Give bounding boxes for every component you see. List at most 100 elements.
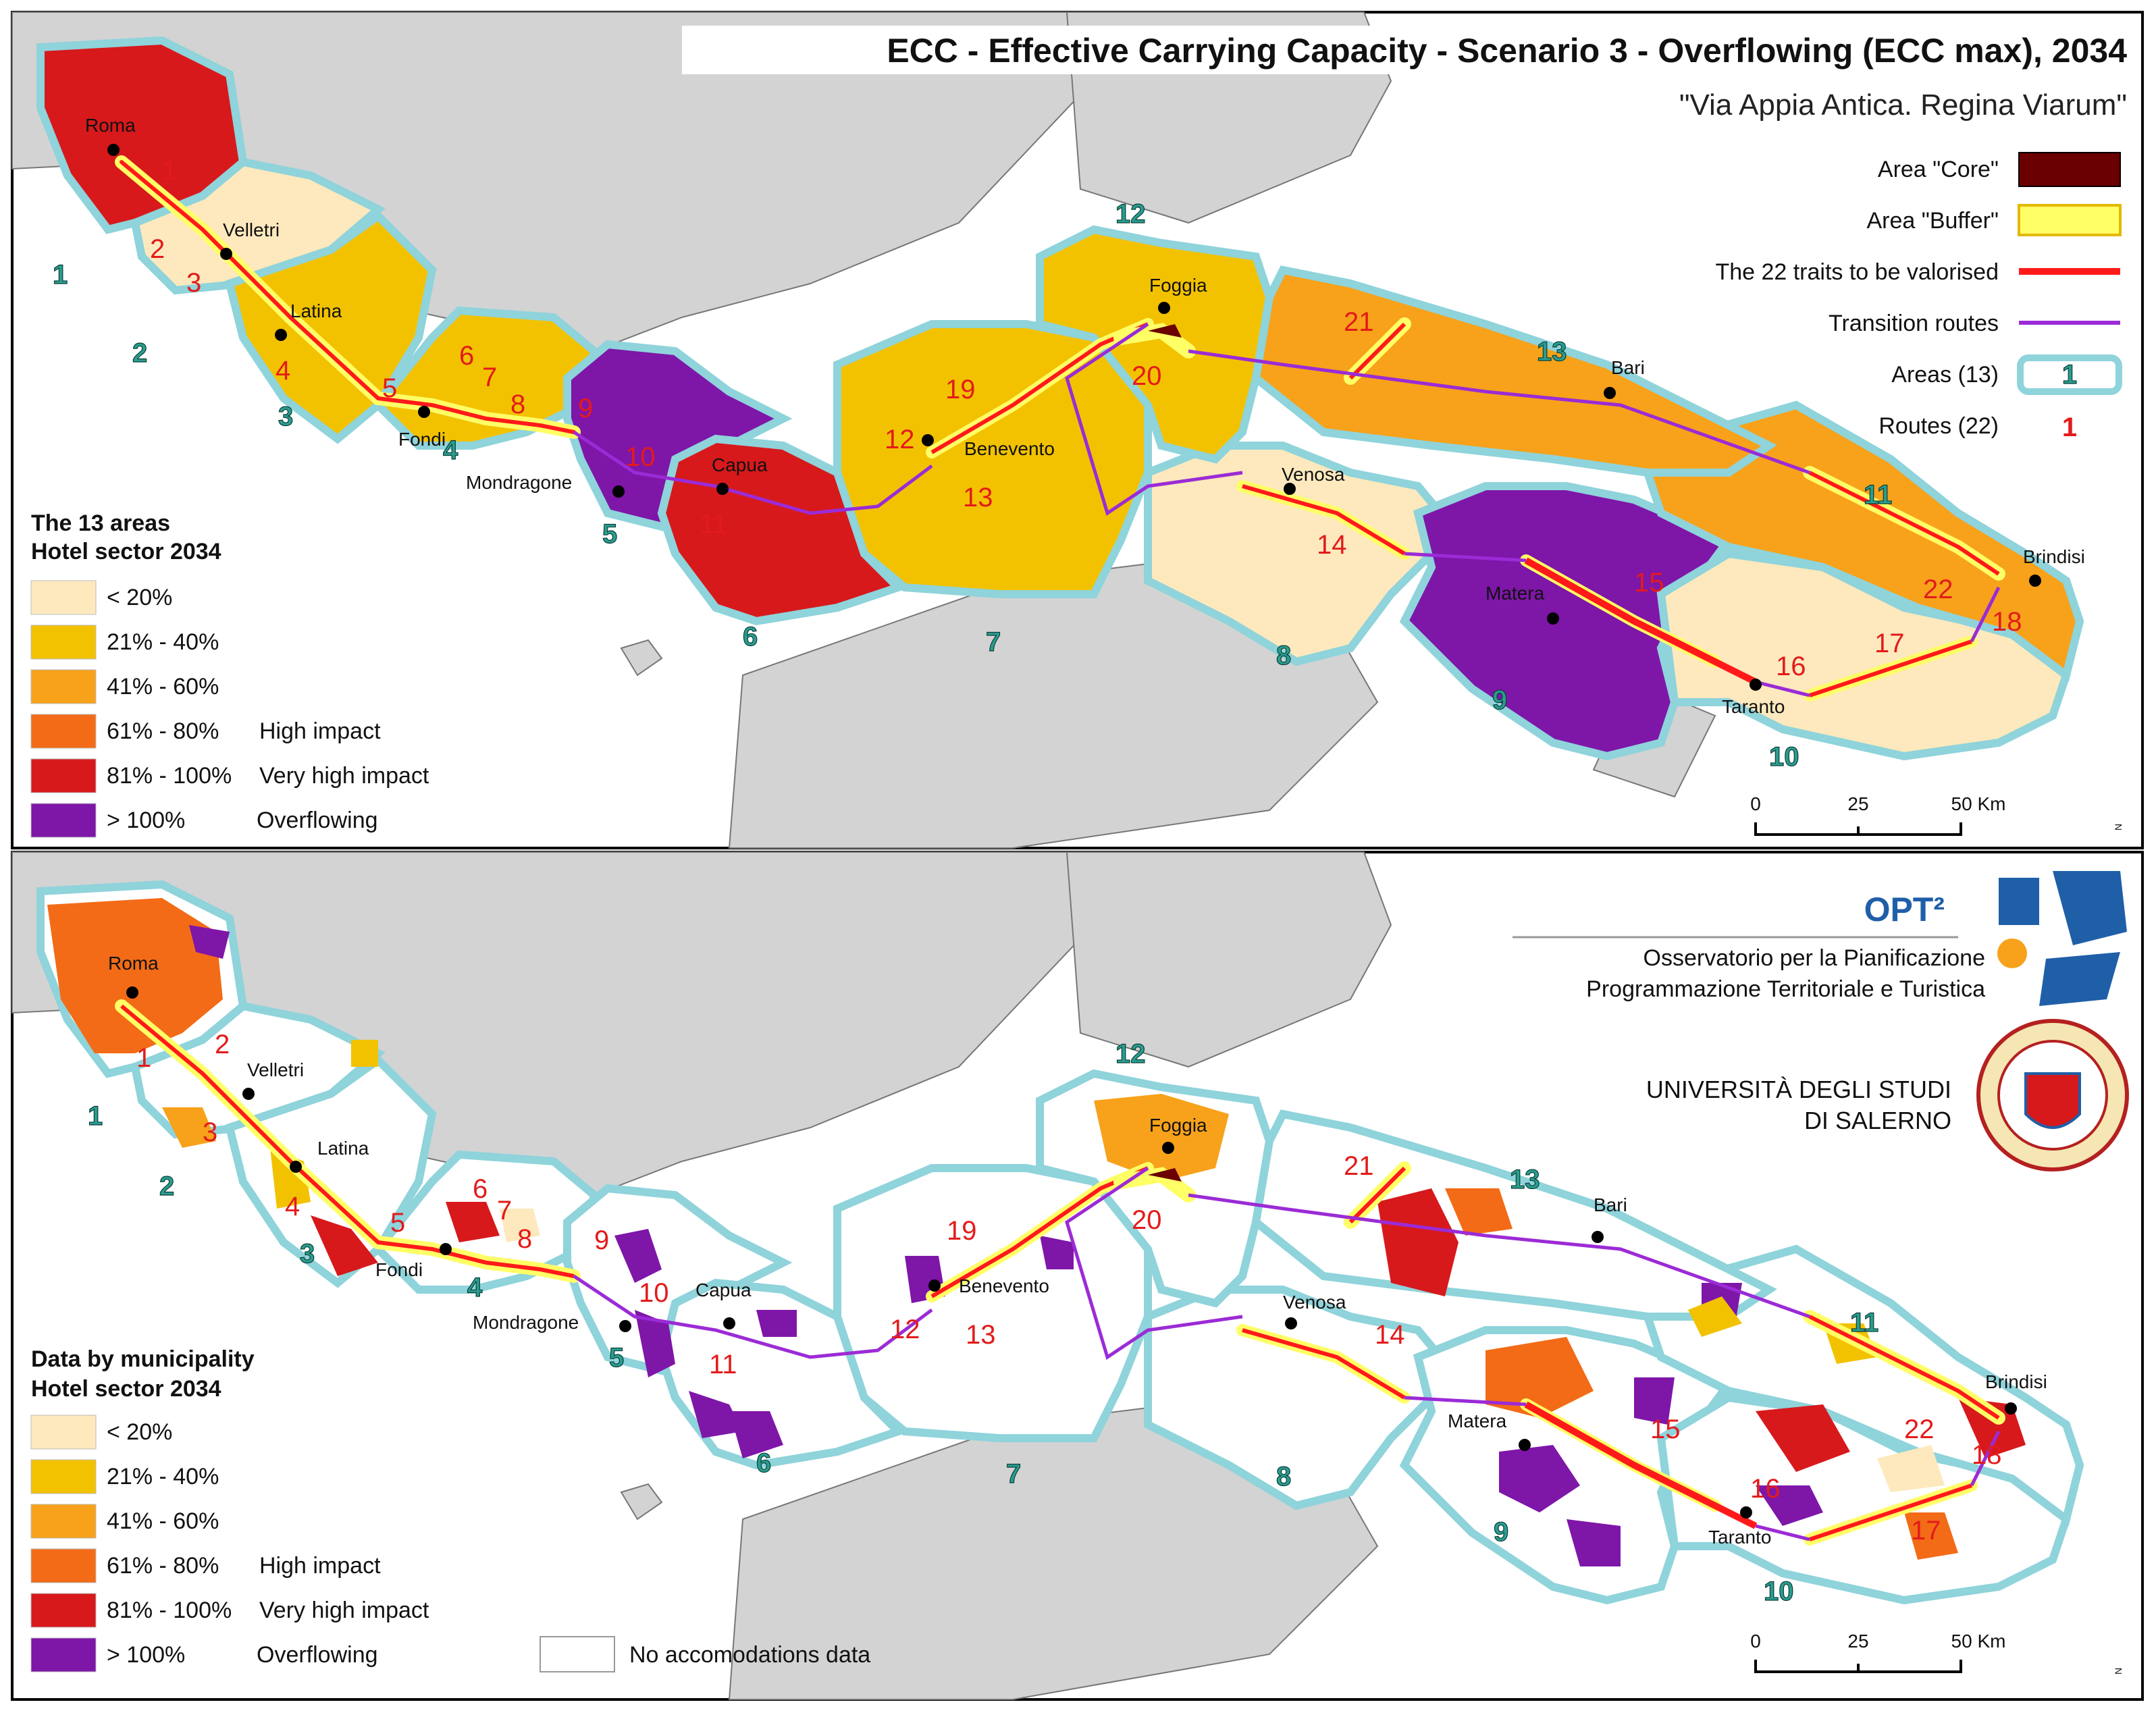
city-label: Fondi	[398, 429, 446, 450]
legend-range: 41% - 60%	[107, 674, 219, 700]
legend-routes-symbol: 1	[2062, 413, 2077, 442]
area-number: 9	[1494, 1517, 1508, 1547]
route-number: 21	[1344, 1151, 1374, 1181]
muni-patch	[756, 1310, 797, 1337]
trait-21	[1348, 322, 1406, 380]
area-number: 10	[1764, 1577, 1794, 1606]
legend-range: > 100%	[107, 1642, 185, 1668]
muni-patch	[1877, 1445, 1945, 1492]
city-dot	[1162, 1142, 1174, 1154]
seal-shield	[2024, 1072, 2081, 1129]
trait-west	[120, 160, 576, 434]
legend-buffer-swatch	[2018, 204, 2122, 236]
route-number: 7	[497, 1196, 512, 1225]
area-number: 3	[278, 402, 293, 431]
legend-range: 21% - 40%	[107, 1464, 219, 1489]
trait-21	[1348, 1166, 1406, 1224]
route-number: 22	[1904, 1415, 1935, 1444]
route-number: 7	[482, 363, 497, 392]
land-abruzzo-2	[1066, 851, 1392, 1068]
muni-taranto	[1756, 1485, 1823, 1526]
symbol-legend: Area "Core" Area "Buffer" The 22 traits …	[1715, 152, 2122, 442]
area-number: 4	[443, 436, 458, 465]
legend-title-line1: The 13 areas	[31, 510, 170, 536]
city-dot	[126, 986, 138, 999]
city-dot	[1604, 387, 1616, 399]
legend-areas-swatch	[2017, 354, 2122, 395]
city-label: Velletri	[247, 1059, 304, 1080]
legend-description: Very high impact	[259, 1598, 429, 1623]
opt2-logo: OPT² Osservatorio per la Pianificazione …	[1513, 871, 2127, 1006]
legend-swatch	[30, 625, 97, 660]
top-cities: Roma Velletri Latina Fondi Mondragone Ca…	[85, 115, 2085, 717]
area-number: 13	[1510, 1165, 1540, 1194]
area-number: 7	[986, 627, 1001, 657]
legend-range: 61% - 80%	[107, 1553, 219, 1579]
area-number: 6	[756, 1448, 771, 1478]
city-label: Latina	[317, 1138, 369, 1159]
bottom-area-numbers: 1 2 3 4 5 6 7 8 9 10 11 12 13	[87, 1038, 1878, 1606]
route-number: 17	[1874, 629, 1905, 658]
top-route-numbers: 1 2 3 4 5 6 7 8 9 10 11 12 13 14 15 16 1…	[150, 156, 2022, 681]
city-dot	[716, 483, 729, 495]
route-number: 3	[186, 268, 201, 298]
route-number: 1	[162, 156, 177, 186]
trait-adriatic	[1808, 471, 2000, 576]
scale-bar	[1754, 1660, 1962, 1673]
muni-patch	[189, 925, 230, 959]
logo-dot	[1997, 939, 2027, 968]
route-number: 17	[1911, 1516, 1941, 1546]
scale-bar	[1754, 822, 1962, 836]
city-dot	[1750, 679, 1762, 691]
legend-range: 81% - 100%	[107, 763, 232, 789]
area-3-outline	[224, 1055, 437, 1288]
city-label: Mondragone	[473, 1312, 579, 1333]
route-number: 12	[890, 1315, 920, 1344]
route-number: 20	[1132, 361, 1162, 391]
scale-tick-25: 25	[1847, 793, 1868, 814]
opt2-name: OPT²	[1864, 891, 1945, 928]
legend-title-line1: Data by municipality	[31, 1346, 255, 1372]
legend-range: > 100%	[107, 808, 185, 833]
north-arrow: N	[2113, 1668, 2124, 1674]
legend-range: 21% - 40%	[107, 629, 219, 655]
city-dot	[440, 1243, 452, 1255]
area-3	[224, 211, 437, 444]
city-dot	[928, 1279, 941, 1292]
legend-swatch	[30, 580, 97, 615]
muni-patch	[1040, 1236, 1074, 1269]
city-label: Roma	[85, 115, 136, 136]
core-foggia	[1148, 1168, 1182, 1182]
city-label: Taranto	[1722, 696, 1785, 717]
area-number: 6	[743, 622, 758, 652]
area-number: 5	[609, 1343, 624, 1373]
city-dot	[1284, 483, 1296, 495]
island-capri-2	[620, 1483, 663, 1521]
area-number: 3	[300, 1239, 315, 1269]
area-number: 11	[1850, 1308, 1878, 1338]
route-number: 2	[150, 234, 165, 264]
muni-matera	[1499, 1445, 1580, 1512]
city-dot	[619, 1320, 631, 1332]
city-dot	[418, 406, 430, 418]
municipality-legend: Data by municipality Hotel sector 2034 N…	[30, 1346, 870, 1672]
route-number: 5	[390, 1208, 405, 1238]
trait-matera	[1524, 557, 1758, 685]
area-12	[1036, 225, 1274, 464]
muni-patch	[689, 1391, 743, 1438]
city-dot	[612, 485, 625, 498]
area-number: 8	[1276, 1462, 1291, 1492]
legend-description: High impact	[259, 1553, 381, 1579]
area-number: 7	[1006, 1459, 1021, 1489]
scale-bar-top: 0 25 50 Km N	[1750, 793, 2124, 836]
city-label: Bari	[1594, 1194, 1627, 1215]
city-dot	[1740, 1506, 1752, 1519]
city-label: Foggia	[1149, 1115, 1207, 1136]
area-13	[1251, 265, 1777, 477]
muni-patch	[614, 1229, 662, 1283]
legend-nodata-label: No accomodations data	[629, 1642, 870, 1668]
area-13-outline	[1251, 1109, 1777, 1321]
subtitle: "Via Appia Antica. Regina Viarum"	[1679, 88, 2127, 122]
legend-title-line2: Hotel sector 2034	[31, 539, 221, 564]
legend-areas-label: Areas (13)	[1891, 362, 1999, 388]
